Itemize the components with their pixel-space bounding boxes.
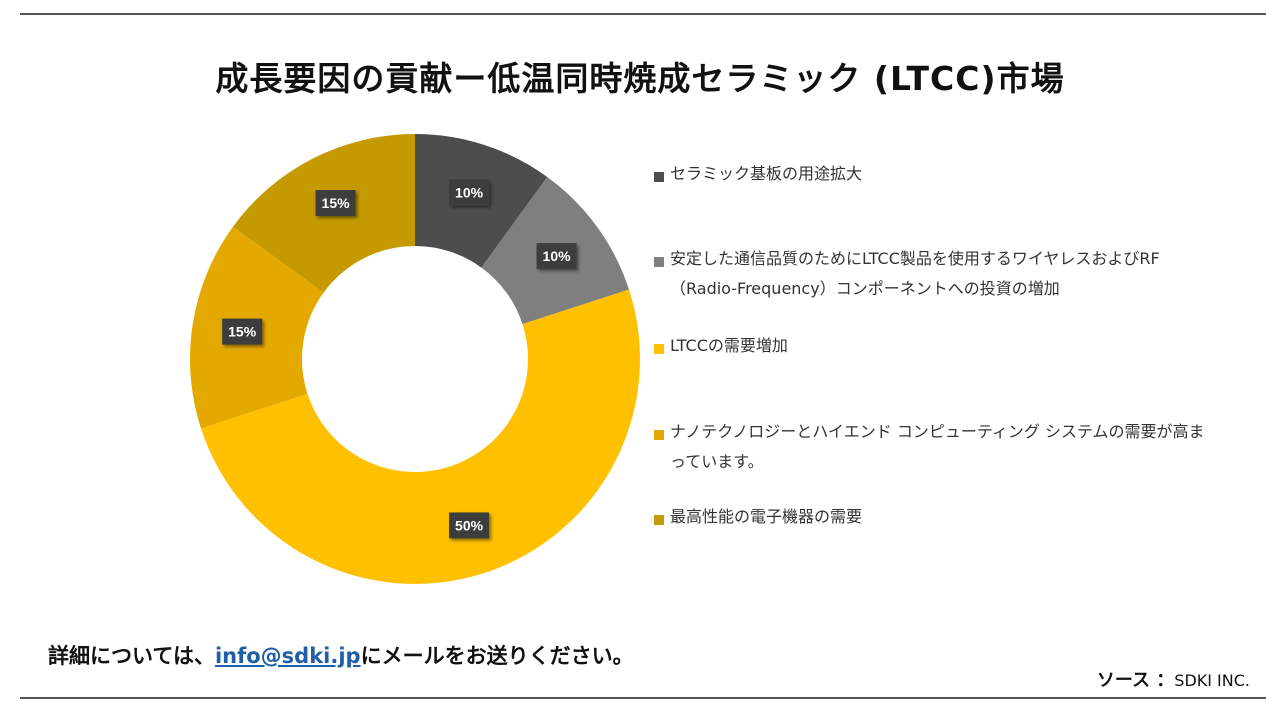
data-label-box [449,512,490,539]
legend-item: セラミック基板の用途拡大 [654,164,1214,189]
legend-swatch [654,172,664,182]
data-label-text: 10% [543,248,572,264]
legend-label: 最高性能の電子機器の需要 [670,507,863,526]
legend-item: 最高性能の電子機器の需要 [654,507,1214,532]
legend-label: セラミック基板の用途拡大 [670,164,863,183]
legend-item: 安定した通信品質のためにLTCC製品を使用するワイヤレスおよびRF（Radio-… [654,249,1214,304]
data-label-box [536,243,577,270]
data-label: 15% [315,190,356,217]
source-value: SDKI INC. [1174,671,1250,690]
data-label-text: 50% [455,517,484,533]
data-label-text: 10% [455,185,484,201]
data-label-box [315,190,356,217]
legend-swatch [654,430,664,440]
data-label-text: 15% [322,195,351,211]
contact-suffix: にメールをお送りください。 [360,644,634,668]
contact-prefix: 詳細については、 [48,644,215,668]
legend-label: ナノテクノロジーとハイエンド コンピューティング システムの需要が高まっています… [670,422,1205,471]
legend-label: 安定した通信品質のためにLTCC製品を使用するワイヤレスおよびRF（Radio-… [670,249,1160,298]
donut-chart: 10% 10% 50% 15% 15% [190,134,640,584]
data-label-box [222,318,263,345]
chart-title: 成長要因の貢献ー低温同時焼成セラミック (LTCC)市場 [215,59,1065,98]
data-label: 10% [449,179,490,206]
legend-item: LTCCの需要増加 [654,336,1214,361]
data-label-box [449,179,490,206]
legend-swatch [654,344,664,354]
data-label: 50% [449,512,490,539]
source-credit: ソース ：SDKI INC. [1097,666,1250,692]
legend-item: ナノテクノロジーとハイエンド コンピューティング システムの需要が高まっています… [654,422,1214,477]
top-rule [20,13,1266,15]
bottom-rule [20,697,1266,699]
legend-swatch [654,515,664,525]
source-label: ソース ： [1096,670,1175,691]
contact-line: 詳細については、info@sdki.jpにメールをお送りください。 [48,640,634,670]
donut-slice [201,289,640,584]
data-label: 10% [536,243,577,270]
legend-label: LTCCの需要増加 [670,336,788,355]
email-link[interactable]: info@sdki.jp [214,644,361,668]
legend-swatch [654,257,664,267]
data-label: 15% [222,318,263,345]
data-label-text: 15% [228,324,257,340]
